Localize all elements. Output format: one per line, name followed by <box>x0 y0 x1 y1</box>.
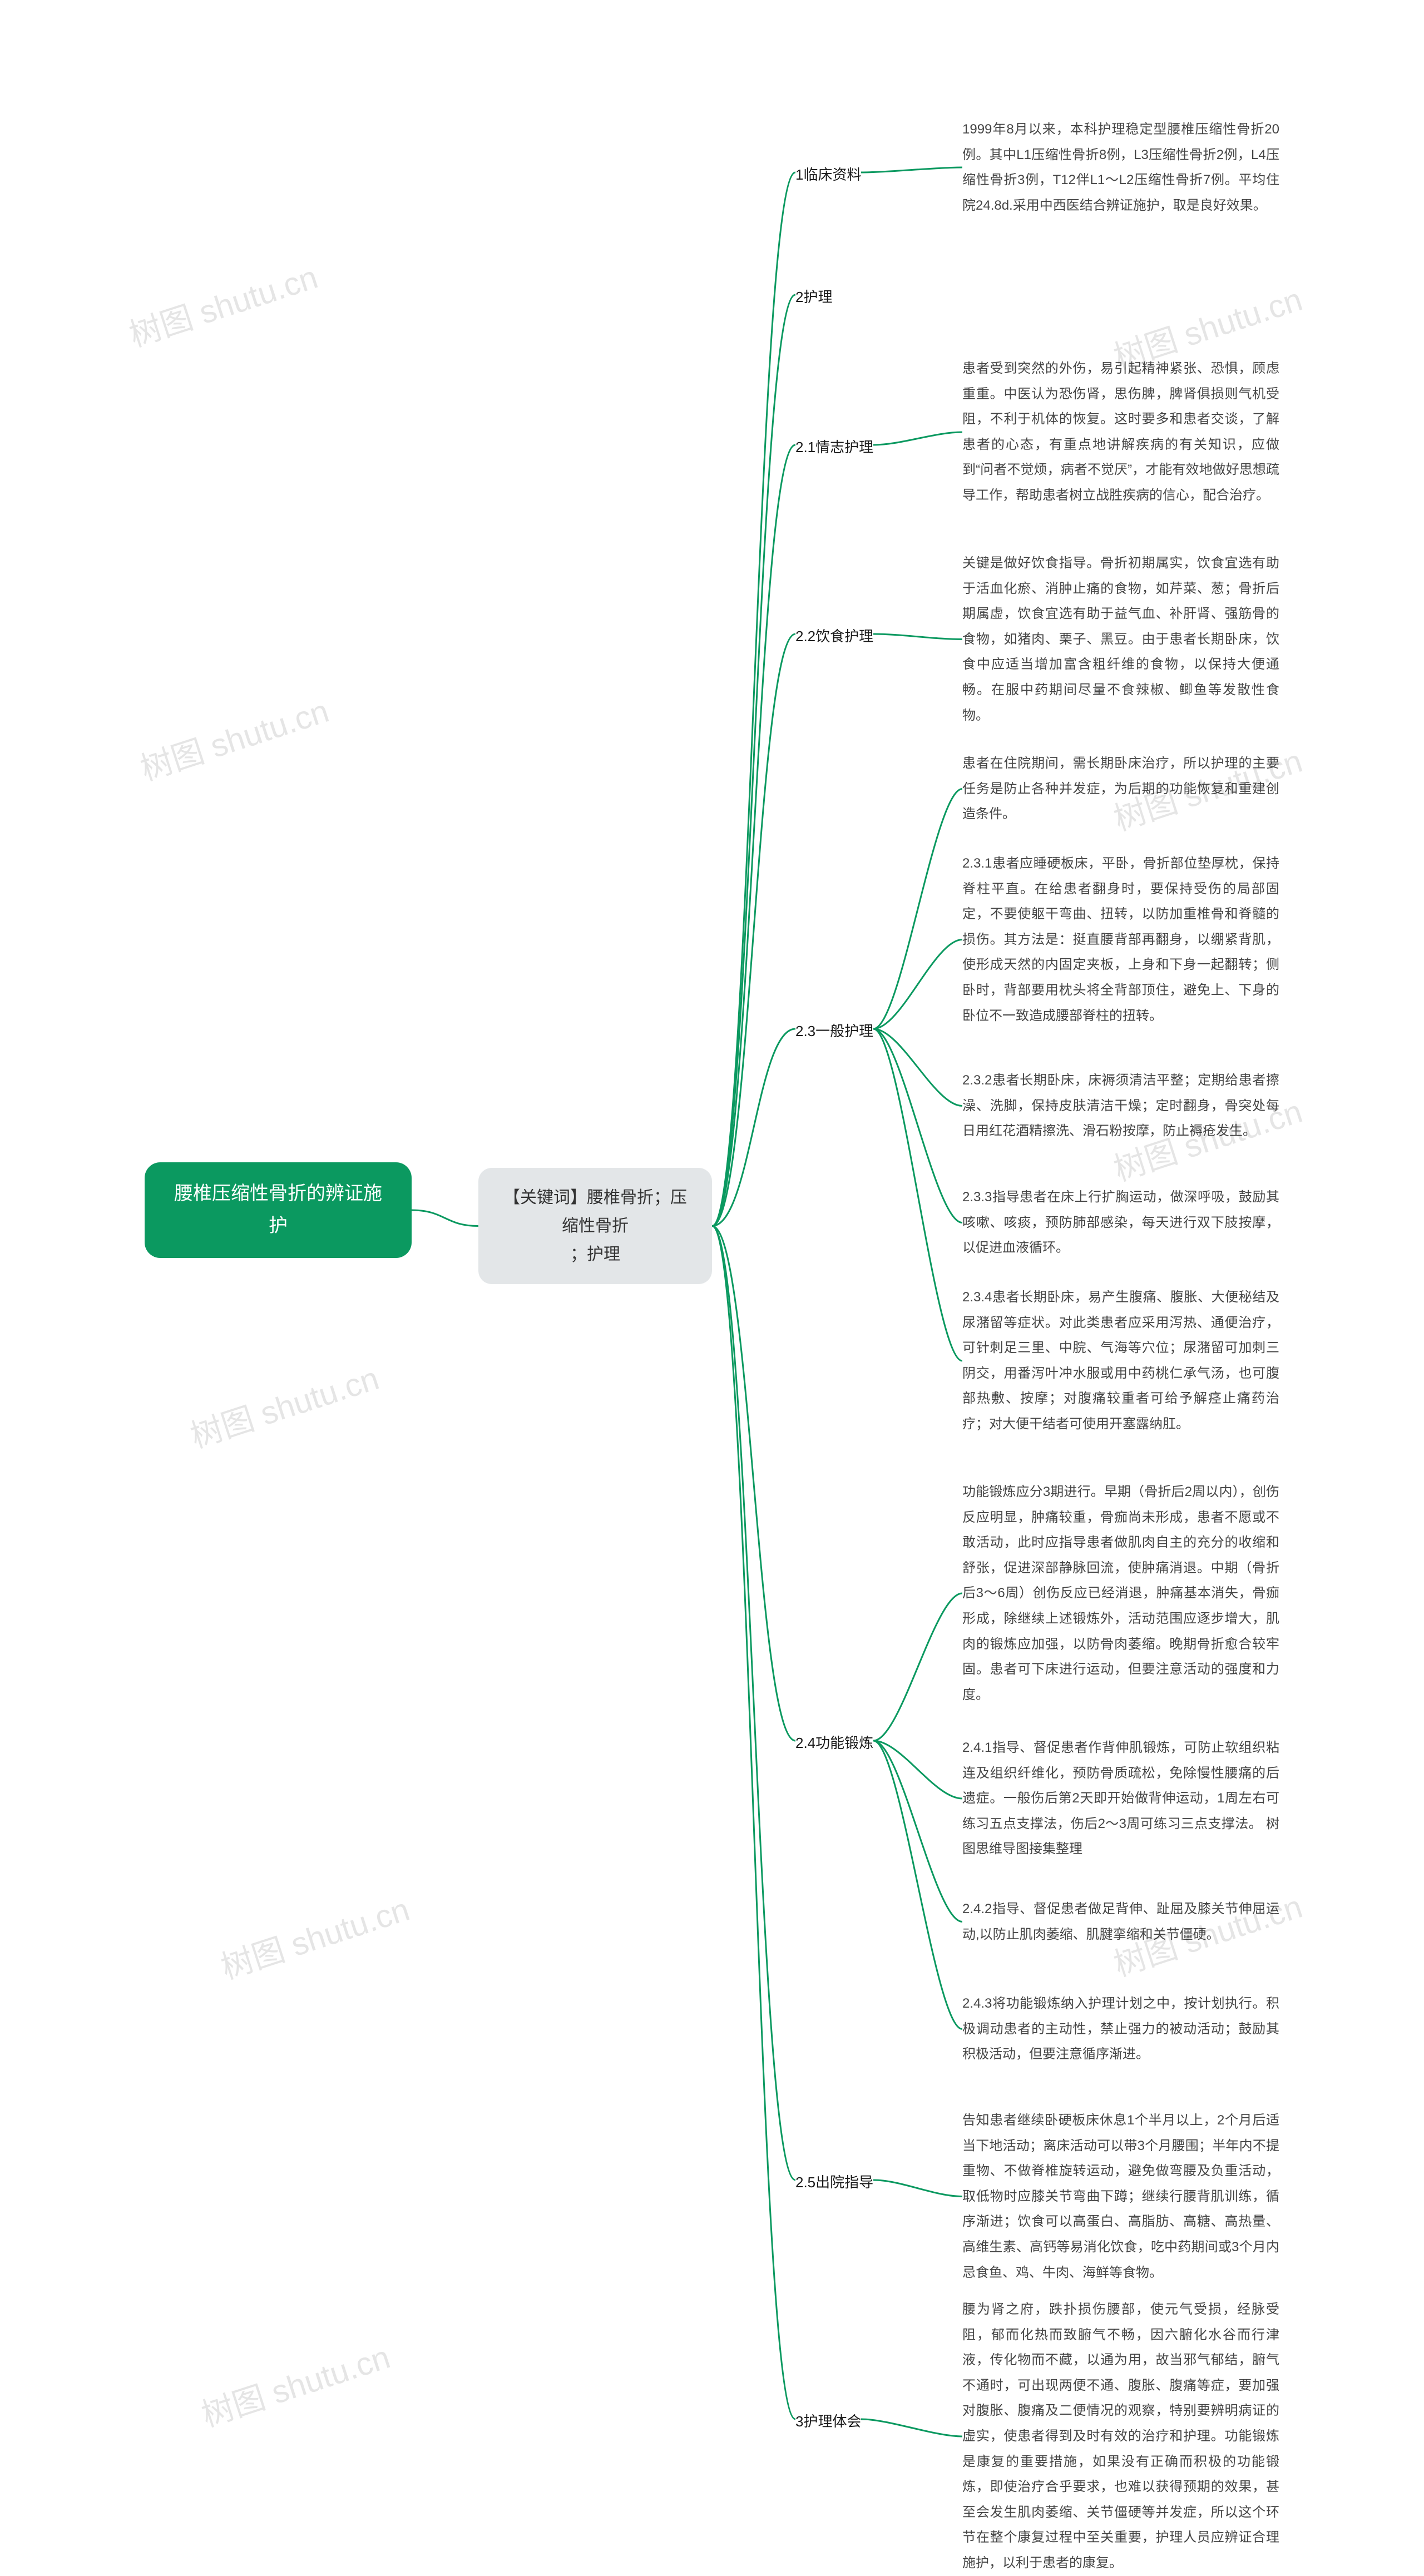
leaf-title: 2.3一般护理 <box>795 1020 873 1041</box>
leaf-body: 2.4.1指导、督促患者作背伸肌锻炼，可防止软组织粘连及组织纤维化，预防骨质疏松… <box>962 1735 1279 1862</box>
watermark: 树图 shutu.cn <box>184 1352 384 1457</box>
leaf-body: 2.3.2患者长期卧床，床褥须清洁平整；定期给患者擦澡、洗脚，保持皮肤清洁干燥；… <box>962 1068 1279 1144</box>
leaf-title: 1临床资料 <box>795 164 861 184</box>
leaf-title: 2.1情志护理 <box>795 436 873 457</box>
watermark: 树图 shutu.cn <box>122 251 323 355</box>
leaf-title: 2.4功能锻炼 <box>795 1732 873 1752</box>
leaf-title: 3护理体会 <box>795 2410 861 2431</box>
leaf-body: 2.4.3将功能锻炼纳入护理计划之中，按计划执行。积极调动患者的主动性，禁止强力… <box>962 1991 1279 2067</box>
root-text: 腰椎压缩性骨折的辨证施护 <box>174 1178 382 1242</box>
leaf-title: 2护理 <box>795 286 832 306</box>
leaf-body: 2.4.2指导、督促患者做足背伸、趾屈及膝关节伸屈运动,以防止肌肉萎缩、肌腱挛缩… <box>962 1896 1279 1947</box>
leaf-body: 功能锻炼应分3期进行。早期（骨折后2周以内），创伤反应明显，肿痛较重，骨痂尚未形… <box>962 1479 1279 1707</box>
leaf-body: 1999年8月以来，本科护理稳定型腰椎压缩性骨折20例。其中L1压缩性骨折8例，… <box>962 117 1279 218</box>
leaf-title: 2.5出院指导 <box>795 2171 873 2192</box>
leaf-title: 2.2饮食护理 <box>795 625 873 646</box>
leaf-body: 患者在住院期间，需长期卧床治疗，所以护理的主要任务是防止各种并发症，为后期的功能… <box>962 751 1279 827</box>
leaf-body: 腰为肾之府，跌扑损伤腰部，使元气受损，经脉受阻，郁而化热而致腑气不畅，因六腑化水… <box>962 2297 1279 2576</box>
leaf-body: 2.3.4患者长期卧床，易产生腹痛、腹胀、大便秘结及尿潴留等症状。对此类患者应采… <box>962 1285 1279 1437</box>
watermark: 树图 shutu.cn <box>195 2331 395 2435</box>
leaf-body: 关键是做好饮食指导。骨折初期属实，饮食宜选有助于活血化瘀、消肿止痛的食物，如芹菜… <box>962 551 1279 728</box>
root-node: 腰椎压缩性骨折的辨证施护 <box>145 1162 412 1258</box>
leaf-body: 患者受到突然的外伤，易引起精神紧张、恐惧，顾虑重重。中医认为恐伤肾，思伤脾，脾肾… <box>962 356 1279 508</box>
leaf-body: 2.3.3指导患者在床上行扩胸运动，做深呼吸，鼓励其咳嗽、咳痰，预防肺部感染，每… <box>962 1185 1279 1261</box>
watermark: 树图 shutu.cn <box>134 685 334 789</box>
leaf-body: 2.3.1患者应睡硬板床，平卧，骨折部位垫厚枕，保持脊柱平直。在给患者翻身时，要… <box>962 851 1279 1028</box>
sub-text: 【关键词】腰椎骨折；压缩性骨折；护理 <box>502 1183 689 1269</box>
leaf-body: 告知患者继续卧硬板床休息1个半月以上，2个月后适当下地活动；离床活动可以带3个月… <box>962 2108 1279 2285</box>
sub-node: 【关键词】腰椎骨折；压缩性骨折；护理 <box>478 1168 712 1284</box>
watermark: 树图 shutu.cn <box>214 1883 414 1988</box>
